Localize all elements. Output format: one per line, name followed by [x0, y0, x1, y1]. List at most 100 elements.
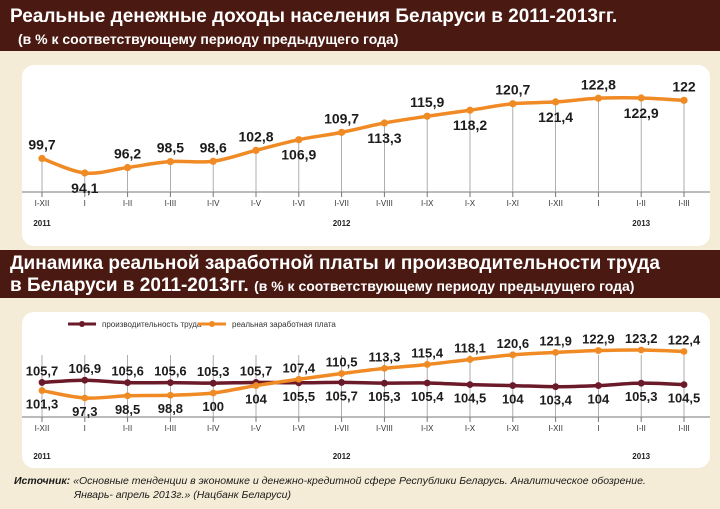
productivity-data-label: 105,3 [368, 389, 401, 404]
wage-point [509, 351, 517, 359]
chart1-data-label: 120,7 [495, 82, 530, 98]
wage-data-label: 110,5 [326, 355, 358, 370]
source-label: Источник: [14, 475, 71, 487]
productivity-data-label: 103,4 [539, 393, 572, 408]
productivity-data-label: 105,3 [197, 364, 230, 379]
wage-data-label: 104 [245, 392, 267, 407]
chart1-tick-label: I-III [678, 199, 690, 208]
wage-point [209, 389, 217, 397]
wage-data-label: 122,4 [668, 332, 701, 347]
chart1-data-label: 122,8 [581, 76, 616, 92]
chart1-point [38, 154, 46, 163]
chart2-tick-label: I [597, 424, 599, 433]
chart1-data-label: 121,4 [538, 109, 573, 125]
productivity-data-label: 104 [588, 392, 610, 407]
chart1-tick-label: I-V [251, 199, 262, 208]
wage-point [680, 348, 688, 355]
wage-data-label: 107,4 [283, 360, 316, 375]
chart1-tick-label: I-VII [334, 199, 349, 208]
chart1-data-label: 115,9 [410, 94, 444, 110]
wage-data-label: 98,8 [158, 401, 183, 416]
legend-swatch-dot [79, 321, 85, 327]
chart2-title-line2: в Беларуси в 2011-2013гг. (в % к соответ… [10, 275, 634, 297]
productivity-data-label: 105,7 [26, 363, 59, 378]
legend-swatch-dot [209, 321, 215, 327]
chart1-tick-label: I-XII [548, 199, 563, 208]
productivity-point [338, 379, 345, 386]
chart2-tick-label: I-X [465, 424, 476, 433]
wage-data-label: 101,3 [26, 397, 59, 412]
chart2-tick-label: I-IV [207, 424, 220, 433]
chart1-tick-label: I-X [465, 199, 476, 208]
chart1-tick-label: I [597, 199, 599, 208]
chart2-title-line2-text: в Беларуси в 2011-2013гг. [10, 275, 249, 296]
chart2-tick-label: I-VII [334, 424, 349, 433]
chart1-tick-label: I-XI [507, 199, 519, 208]
chart1-data-label: 96,2 [114, 146, 141, 162]
chart1-point [124, 163, 132, 172]
wage-data-label: 123,2 [625, 331, 658, 346]
chart1-point [680, 96, 688, 104]
productivity-data-label: 104,5 [668, 391, 701, 406]
chart1-point [81, 169, 89, 177]
chart1-tick-label: I-IX [421, 199, 434, 208]
productivity-point [595, 382, 602, 389]
productivity-data-label: 105,6 [154, 364, 187, 379]
chart2-tick-label: I-XII [548, 424, 563, 433]
chart1-series-line [40, 96, 686, 176]
chart1-point [552, 98, 560, 106]
chart1-point [166, 157, 174, 166]
chart2-tick-label: I-XI [507, 424, 519, 433]
banner-income: Реальные денежные доходы населения Белар… [0, 0, 720, 51]
chart1-tick-label: I [84, 199, 86, 208]
chart1-year-label: 2012 [333, 219, 351, 228]
wage-data-label: 113,3 [368, 349, 400, 364]
productivity-data-label: 105,5 [283, 389, 316, 404]
chart1-tick-label: I-III [165, 199, 177, 208]
wage-point [38, 387, 46, 394]
wage-point [338, 370, 345, 377]
chart1-point [209, 157, 217, 165]
chart1-tick-label: I-XII [35, 199, 50, 208]
chart2-tick-label: I-III [678, 424, 690, 433]
productivity-point [509, 382, 517, 389]
productivity-point [423, 379, 431, 387]
chart1-point [338, 128, 346, 136]
wage-data-label: 98,5 [115, 402, 140, 417]
productivity-point [637, 379, 645, 387]
wage-data-label: 100 [202, 399, 224, 414]
chart1-data-label: 98,6 [200, 139, 227, 155]
chart2-year-label: 2012 [333, 452, 351, 461]
wage-point [295, 375, 303, 383]
chart2-subtitle: (в % к соответствующему периоду предыдущ… [254, 278, 635, 294]
chart1-panel [22, 65, 710, 246]
chart1-data-label: 106,9 [281, 147, 316, 163]
wage-point [552, 349, 559, 356]
chart1-data-label: 109,7 [324, 110, 359, 126]
wage-data-label: 115,4 [411, 345, 444, 360]
chart2-tick-label: I-II [637, 424, 646, 433]
chart1-tick-label: I-IV [207, 199, 220, 208]
wages-chart: производительность труда реальная заработ… [22, 312, 710, 468]
wage-point [423, 361, 431, 368]
chart1-tick-label: I-II [637, 199, 646, 208]
productivity-data-label: 104 [502, 392, 524, 407]
chart1-point [509, 100, 517, 108]
chart1-data-label: 94,1 [71, 180, 98, 196]
wage-data-label: 122,9 [582, 332, 615, 347]
chart1-point [466, 106, 474, 114]
chart1-point [295, 136, 303, 144]
chart1-data-label: 122 [672, 78, 696, 94]
wage-point [252, 382, 260, 389]
legend-label: реальная заработная плата [232, 320, 336, 329]
wage-point [81, 394, 89, 402]
chart1-year-label: 2013 [632, 219, 650, 228]
chart1-title: Реальные денежные доходы населения Белар… [10, 6, 618, 27]
chart2-year-label: 2011 [33, 452, 51, 461]
chart1-data-label: 102,8 [238, 128, 273, 144]
productivity-point [167, 379, 174, 387]
productivity-point [552, 383, 559, 391]
chart2-tick-label: I-III [165, 424, 177, 433]
productivity-data-label: 105,7 [325, 388, 358, 403]
chart1-data-label: 118,2 [453, 117, 487, 133]
